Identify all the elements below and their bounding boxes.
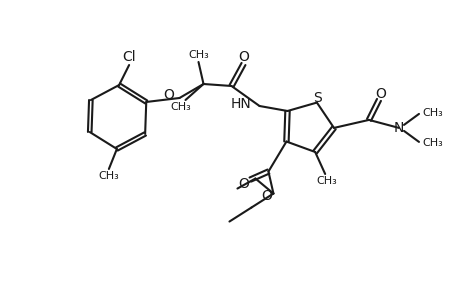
Text: O: O	[238, 50, 248, 64]
Text: CH₃: CH₃	[316, 176, 337, 186]
Text: S: S	[313, 91, 322, 105]
Text: N: N	[393, 121, 403, 135]
Text: CH₃: CH₃	[421, 108, 442, 118]
Text: O: O	[237, 176, 248, 190]
Text: CH₃: CH₃	[98, 171, 119, 181]
Text: O: O	[260, 188, 271, 203]
Text: O: O	[375, 87, 386, 101]
Text: CH₃: CH₃	[170, 102, 190, 112]
Text: O: O	[163, 88, 174, 102]
Text: HN: HN	[230, 97, 251, 111]
Text: Cl: Cl	[122, 50, 135, 64]
Text: CH₃: CH₃	[421, 138, 442, 148]
Text: CH₃: CH₃	[188, 50, 208, 60]
